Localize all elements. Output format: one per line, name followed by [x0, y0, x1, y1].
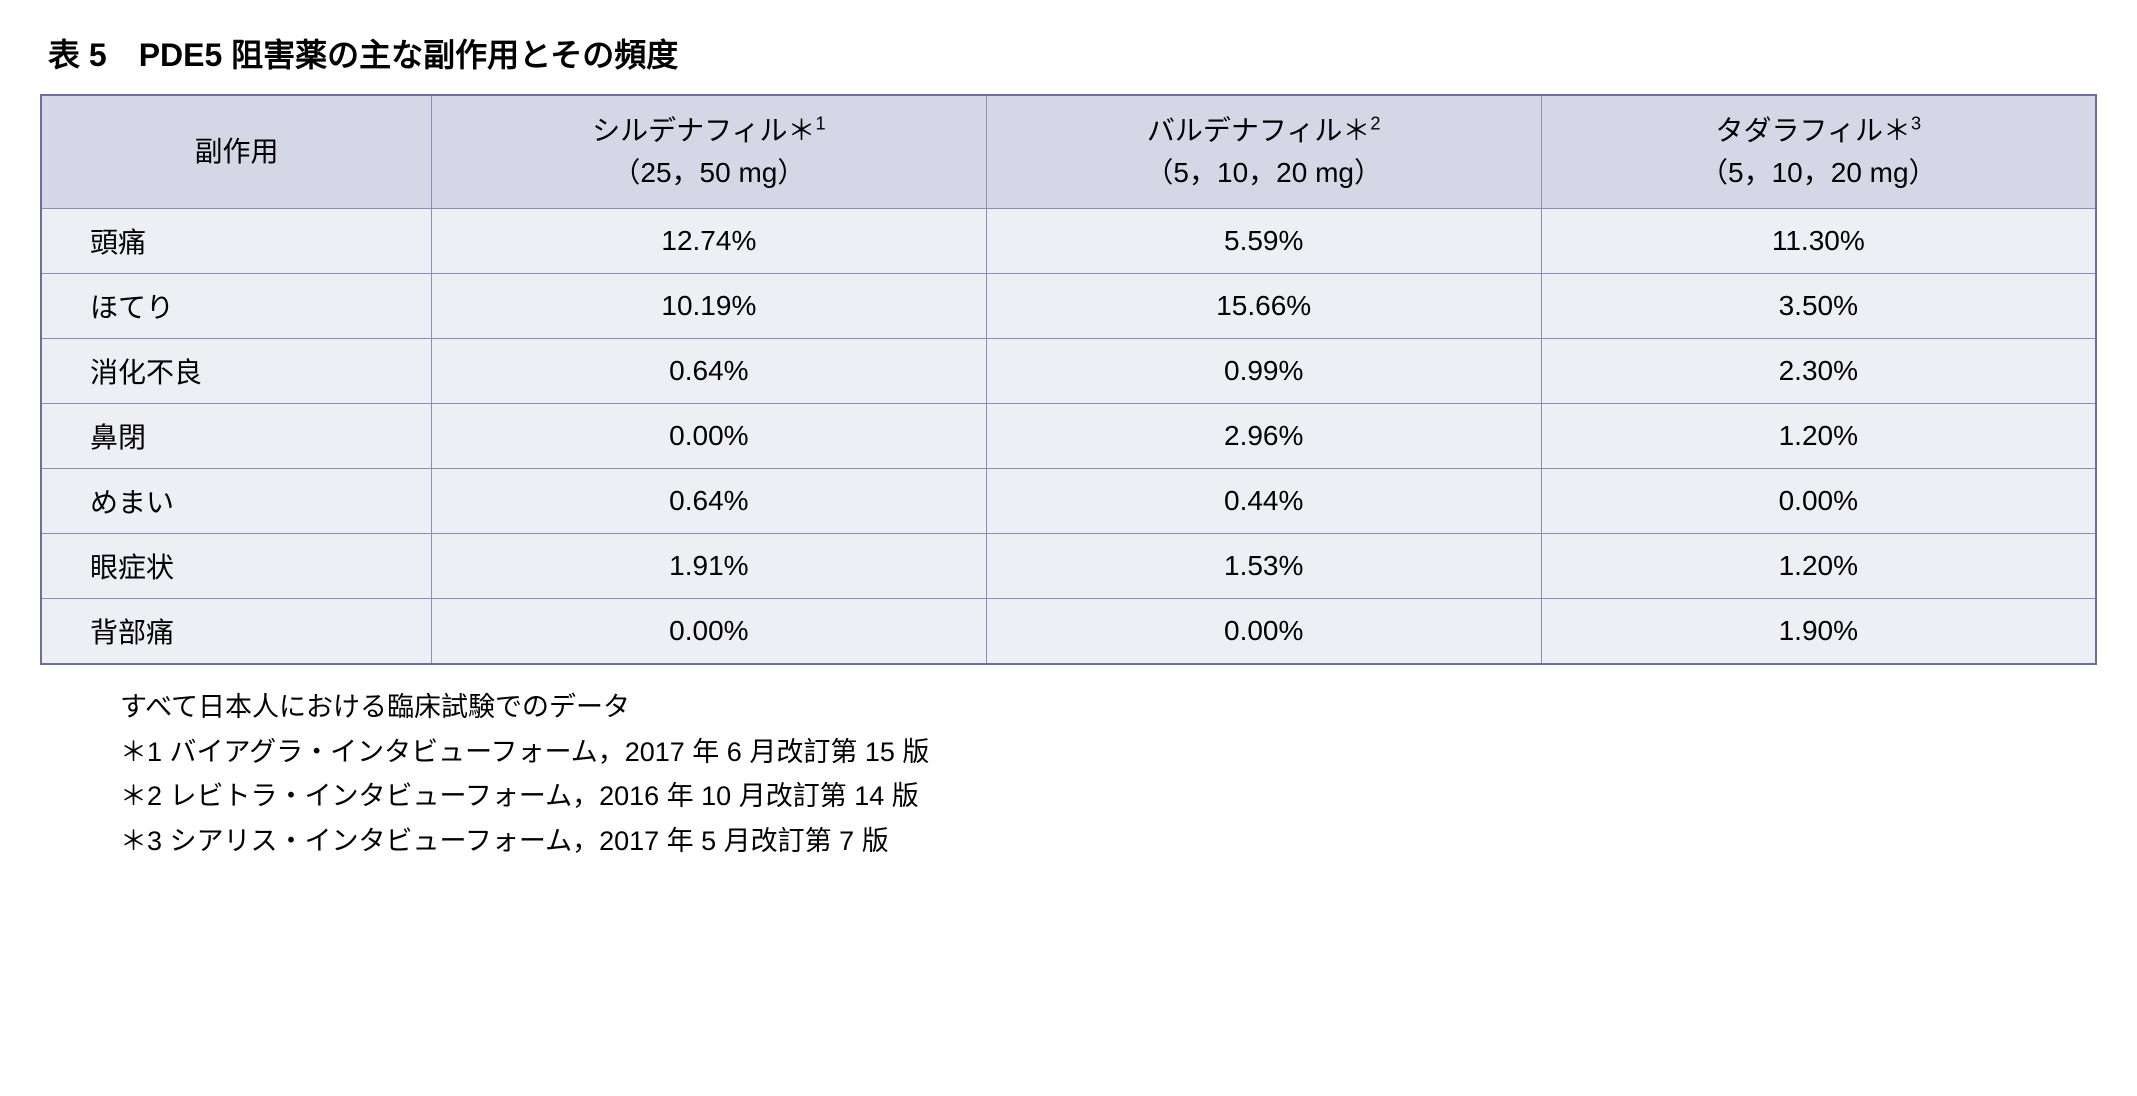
cell-value: 0.00% [431, 404, 986, 469]
header-cell-text: 副作用 [194, 136, 278, 167]
table-row: 頭痛12.74%5.59%11.30% [41, 209, 2096, 274]
cell-value: 1.20% [1541, 404, 2096, 469]
footnotes: すべて日本人における臨床試験でのデータ＊1 バイアグラ・インタビューフォーム，2… [40, 685, 2097, 863]
table-row: めまい0.64%0.44%0.00% [41, 469, 2096, 534]
footnote-line: すべて日本人における臨床試験でのデータ [120, 685, 2097, 730]
cell-value: 15.66% [986, 274, 1541, 339]
header-sup: 1 [816, 114, 826, 134]
header-tadalafil: タダラフィル＊3 （5，10，20 mg） [1541, 95, 2096, 209]
cell-value: 0.44% [986, 469, 1541, 534]
cell-value: 0.00% [431, 599, 986, 665]
row-label: 背部痛 [41, 599, 431, 665]
header-sildenafil: シルデナフィル＊1 （25，50 mg） [431, 95, 986, 209]
header-side-effect: 副作用 [41, 95, 431, 209]
row-label: 眼症状 [41, 534, 431, 599]
side-effect-table: 副作用 シルデナフィル＊1 （25，50 mg） バルデナフィル＊2 （5，10… [40, 94, 2097, 665]
table-row: ほてり10.19%15.66%3.50% [41, 274, 2096, 339]
table-body: 頭痛12.74%5.59%11.30%ほてり10.19%15.66%3.50%消… [41, 209, 2096, 665]
table-header: 副作用 シルデナフィル＊1 （25，50 mg） バルデナフィル＊2 （5，10… [41, 95, 2096, 209]
row-label: 消化不良 [41, 339, 431, 404]
cell-value: 1.90% [1541, 599, 2096, 665]
cell-value: 2.30% [1541, 339, 2096, 404]
header-sup: 3 [1911, 114, 1921, 134]
cell-value: 0.00% [986, 599, 1541, 665]
header-cell-sub: （5，10，20 mg） [1145, 157, 1382, 188]
cell-value: 5.59% [986, 209, 1541, 274]
footnote-line: ＊1 バイアグラ・インタビューフォーム，2017 年 6 月改訂第 15 版 [120, 730, 2097, 775]
cell-value: 0.99% [986, 339, 1541, 404]
header-cell-sub: （5，10，20 mg） [1700, 157, 1937, 188]
footnote-line: ＊3 シアリス・インタビューフォーム，2017 年 5 月改訂第 7 版 [120, 819, 2097, 864]
cell-value: 10.19% [431, 274, 986, 339]
table-title: 表 5 PDE5 阻害薬の主な副作用とその頻度 [40, 30, 2097, 76]
row-label: 鼻閉 [41, 404, 431, 469]
cell-value: 3.50% [1541, 274, 2096, 339]
cell-value: 0.00% [1541, 469, 2096, 534]
cell-value: 1.91% [431, 534, 986, 599]
header-sup: 2 [1370, 114, 1380, 134]
row-label: 頭痛 [41, 209, 431, 274]
cell-value: 1.53% [986, 534, 1541, 599]
cell-value: 11.30% [1541, 209, 2096, 274]
row-label: ほてり [41, 274, 431, 339]
cell-value: 12.74% [431, 209, 986, 274]
footnote-line: ＊2 レビトラ・インタビューフォーム，2016 年 10 月改訂第 14 版 [120, 774, 2097, 819]
header-cell-text: バルデナフィル＊ [1147, 115, 1370, 146]
cell-value: 2.96% [986, 404, 1541, 469]
header-cell-sub: （25，50 mg） [612, 157, 805, 188]
table-row: 消化不良0.64%0.99%2.30% [41, 339, 2096, 404]
table-row: 鼻閉0.00%2.96%1.20% [41, 404, 2096, 469]
cell-value: 1.20% [1541, 534, 2096, 599]
header-cell-text: タダラフィル＊ [1716, 115, 1911, 146]
cell-value: 0.64% [431, 339, 986, 404]
header-cell-text: シルデナフィル＊ [592, 115, 815, 146]
row-label: めまい [41, 469, 431, 534]
cell-value: 0.64% [431, 469, 986, 534]
header-vardenafil: バルデナフィル＊2 （5，10，20 mg） [986, 95, 1541, 209]
table-row: 眼症状1.91%1.53%1.20% [41, 534, 2096, 599]
table-row: 背部痛0.00%0.00%1.90% [41, 599, 2096, 665]
